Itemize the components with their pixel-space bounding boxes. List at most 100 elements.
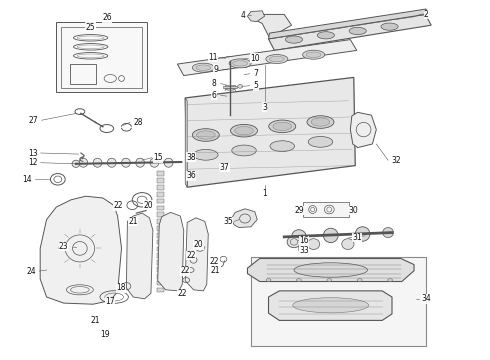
Ellipse shape xyxy=(238,85,243,88)
Text: 20: 20 xyxy=(194,240,203,249)
Ellipse shape xyxy=(308,239,319,249)
Ellipse shape xyxy=(293,298,369,313)
Text: 12: 12 xyxy=(28,158,38,167)
Text: 22: 22 xyxy=(186,251,196,260)
Polygon shape xyxy=(185,77,355,187)
Text: 27: 27 xyxy=(28,116,38,125)
Ellipse shape xyxy=(232,145,256,156)
Text: 32: 32 xyxy=(391,156,401,165)
Bar xyxy=(157,206,164,210)
Bar xyxy=(157,274,164,279)
Ellipse shape xyxy=(107,158,116,167)
Text: 24: 24 xyxy=(26,266,36,276)
Text: 33: 33 xyxy=(299,246,309,255)
Ellipse shape xyxy=(164,158,173,167)
Bar xyxy=(157,171,164,176)
Ellipse shape xyxy=(192,63,215,72)
Ellipse shape xyxy=(192,129,219,141)
Text: 36: 36 xyxy=(186,171,196,180)
Text: 22: 22 xyxy=(180,266,190,275)
Bar xyxy=(157,240,164,244)
Ellipse shape xyxy=(349,27,367,35)
Polygon shape xyxy=(126,213,153,299)
Text: 2: 2 xyxy=(424,10,429,19)
Bar xyxy=(157,281,164,285)
Text: 22: 22 xyxy=(114,202,123,210)
Ellipse shape xyxy=(229,59,251,68)
Text: 5: 5 xyxy=(253,81,258,90)
Ellipse shape xyxy=(308,136,333,147)
Bar xyxy=(157,288,164,292)
Text: 37: 37 xyxy=(220,163,229,172)
Text: 30: 30 xyxy=(348,206,358,215)
Ellipse shape xyxy=(381,23,398,30)
Text: 21: 21 xyxy=(128,217,138,226)
Bar xyxy=(157,192,164,197)
Ellipse shape xyxy=(266,279,271,282)
Bar xyxy=(157,178,164,183)
Ellipse shape xyxy=(266,54,288,63)
Text: 6: 6 xyxy=(212,91,217,100)
Text: 9: 9 xyxy=(213,65,218,74)
Bar xyxy=(157,199,164,203)
Polygon shape xyxy=(40,196,122,304)
Ellipse shape xyxy=(150,158,159,167)
Text: 26: 26 xyxy=(102,13,112,22)
Polygon shape xyxy=(247,258,414,282)
Ellipse shape xyxy=(122,158,130,167)
Text: 17: 17 xyxy=(105,297,115,306)
Bar xyxy=(157,226,164,231)
Text: 34: 34 xyxy=(421,294,431,303)
Ellipse shape xyxy=(235,127,253,135)
Bar xyxy=(223,86,237,88)
Bar xyxy=(157,212,164,217)
Ellipse shape xyxy=(196,131,215,139)
Text: 35: 35 xyxy=(223,217,233,226)
Bar xyxy=(157,233,164,238)
Ellipse shape xyxy=(79,158,88,167)
Bar xyxy=(157,247,164,251)
Ellipse shape xyxy=(285,36,302,43)
Text: 20: 20 xyxy=(143,201,153,210)
Polygon shape xyxy=(269,291,392,320)
Ellipse shape xyxy=(196,65,211,71)
Text: 14: 14 xyxy=(22,175,32,184)
Text: 22: 22 xyxy=(210,256,220,265)
Ellipse shape xyxy=(72,160,80,167)
Text: 3: 3 xyxy=(262,103,267,112)
Text: 21: 21 xyxy=(91,316,100,325)
Polygon shape xyxy=(158,212,184,291)
Ellipse shape xyxy=(292,230,306,244)
Ellipse shape xyxy=(383,228,393,238)
Ellipse shape xyxy=(93,158,102,167)
Polygon shape xyxy=(269,14,431,50)
Text: 23: 23 xyxy=(59,242,69,251)
Ellipse shape xyxy=(342,239,354,249)
Ellipse shape xyxy=(355,227,370,241)
Text: 10: 10 xyxy=(250,54,260,63)
Ellipse shape xyxy=(323,228,338,243)
Bar xyxy=(70,64,96,84)
Ellipse shape xyxy=(311,118,330,126)
Bar xyxy=(303,202,349,217)
Text: 16: 16 xyxy=(299,236,309,245)
Bar xyxy=(157,185,164,190)
Text: 13: 13 xyxy=(28,149,38,158)
Text: 11: 11 xyxy=(208,53,218,62)
Text: 28: 28 xyxy=(133,118,143,127)
Text: 21: 21 xyxy=(211,266,220,275)
Text: 18: 18 xyxy=(116,284,126,292)
Text: 4: 4 xyxy=(241,10,245,19)
Ellipse shape xyxy=(294,263,368,277)
Polygon shape xyxy=(185,98,187,187)
Ellipse shape xyxy=(318,32,335,39)
Ellipse shape xyxy=(136,158,145,167)
Bar xyxy=(157,253,164,258)
Bar xyxy=(157,260,164,265)
Text: 22: 22 xyxy=(177,289,187,298)
Bar xyxy=(157,219,164,224)
Ellipse shape xyxy=(306,52,321,57)
Ellipse shape xyxy=(231,124,258,137)
Bar xyxy=(56,22,147,92)
Ellipse shape xyxy=(287,236,301,248)
